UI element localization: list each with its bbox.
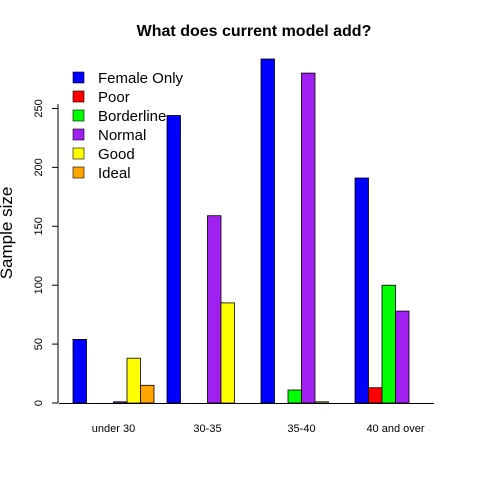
legend-swatch — [72, 71, 85, 84]
bar — [301, 72, 316, 404]
x-category-label: under 30 — [92, 423, 135, 435]
bar — [140, 384, 155, 404]
bar — [207, 215, 222, 404]
legend-swatch — [72, 147, 85, 160]
legend-label: Normal — [98, 127, 146, 144]
y-tick-label: 50 — [33, 338, 45, 350]
y-tick-label: 200 — [33, 158, 45, 176]
y-ticks: 0 50 100 150 200 250 — [33, 99, 58, 406]
y-axis-label: Sample size — [0, 187, 16, 280]
bar — [287, 389, 302, 404]
legend-label: Poor — [98, 89, 130, 106]
y-tick-label: 150 — [33, 217, 45, 235]
bar — [354, 177, 369, 404]
x-category-label: 35-40 — [287, 423, 315, 435]
x-category-labels: under 30 30-35 35-40 40 and over — [92, 423, 425, 435]
bar — [220, 302, 235, 404]
bar — [260, 58, 275, 404]
bar — [166, 115, 181, 404]
legend: Female Only Poor Borderline Normal Good Ideal — [72, 70, 184, 182]
bar — [126, 357, 141, 404]
legend-swatch — [72, 128, 85, 141]
legend-swatch — [72, 109, 85, 122]
y-tick-label: 100 — [33, 276, 45, 294]
legend-label: Good — [98, 146, 135, 163]
x-category-label: 40 and over — [366, 423, 424, 435]
bar — [72, 338, 87, 404]
legend-label: Borderline — [98, 108, 166, 125]
legend-swatch — [72, 90, 85, 103]
legend-label: Ideal — [98, 165, 131, 182]
bar — [368, 387, 383, 404]
bar — [381, 284, 396, 404]
bar — [314, 401, 329, 404]
bars — [72, 58, 410, 404]
legend-swatch — [72, 166, 85, 179]
y-tick-label: 250 — [33, 99, 45, 117]
chart-title: What does current model add? — [137, 23, 372, 40]
legend-label: Female Only — [98, 70, 184, 87]
y-tick-label: 0 — [33, 400, 45, 406]
x-category-label: 30-35 — [193, 423, 221, 435]
bar — [113, 401, 128, 404]
bar — [395, 310, 410, 404]
